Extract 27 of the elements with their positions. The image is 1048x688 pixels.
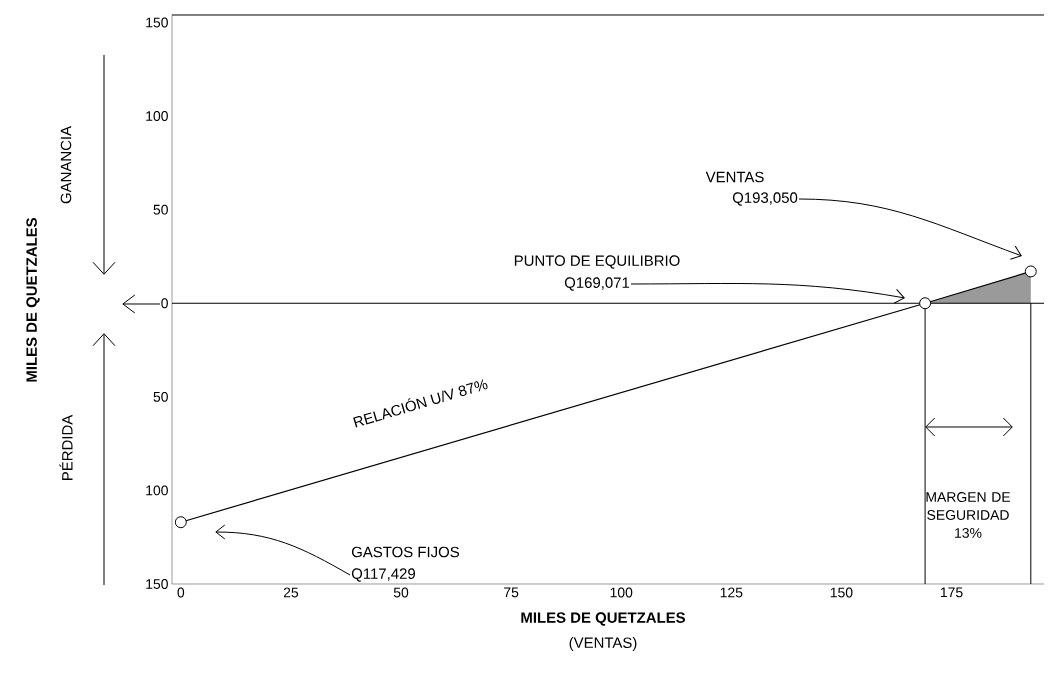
x-tick-label: 25 bbox=[283, 587, 299, 598]
x-axis-title: MILES DE QUETZALES bbox=[521, 612, 686, 626]
annotation: Q193,050 bbox=[732, 192, 798, 206]
x-tick-label: 150 bbox=[830, 587, 853, 598]
x-tick-label: 100 bbox=[610, 587, 633, 598]
y-tick-label: 50 bbox=[153, 391, 168, 402]
y-tick-label: 0 bbox=[161, 298, 168, 309]
annotation: MARGEN DE SEGURIDAD 13% bbox=[926, 492, 1011, 538]
y-tick-label: 100 bbox=[146, 111, 168, 122]
x-tick-label: 125 bbox=[720, 587, 743, 598]
y-tick-label: 150 bbox=[146, 17, 168, 28]
annotation: VENTAS bbox=[705, 171, 764, 183]
annotation: PUNTO DE EQUILIBRIO bbox=[514, 255, 680, 269]
y-tick-label: 100 bbox=[146, 485, 168, 496]
x-tick-label: 175 bbox=[940, 587, 963, 598]
y-tick-label: 50 bbox=[153, 204, 168, 215]
x-tick-label: 75 bbox=[504, 587, 519, 598]
x-tick-label: 0 bbox=[177, 587, 185, 598]
text: GANANCIA bbox=[60, 126, 72, 204]
text: PÉRDIDA bbox=[59, 414, 73, 480]
annotation: Q117,429 bbox=[351, 568, 416, 582]
text: (VENTAS) bbox=[569, 637, 637, 651]
x-tick-label: 50 bbox=[393, 587, 409, 598]
text: MILES DE QUETZALES bbox=[26, 217, 40, 382]
annotation: GASTOS FIJOS bbox=[351, 546, 460, 558]
y-tick-label: 150 bbox=[146, 579, 168, 589]
annotation: Q169,071 bbox=[564, 277, 630, 291]
